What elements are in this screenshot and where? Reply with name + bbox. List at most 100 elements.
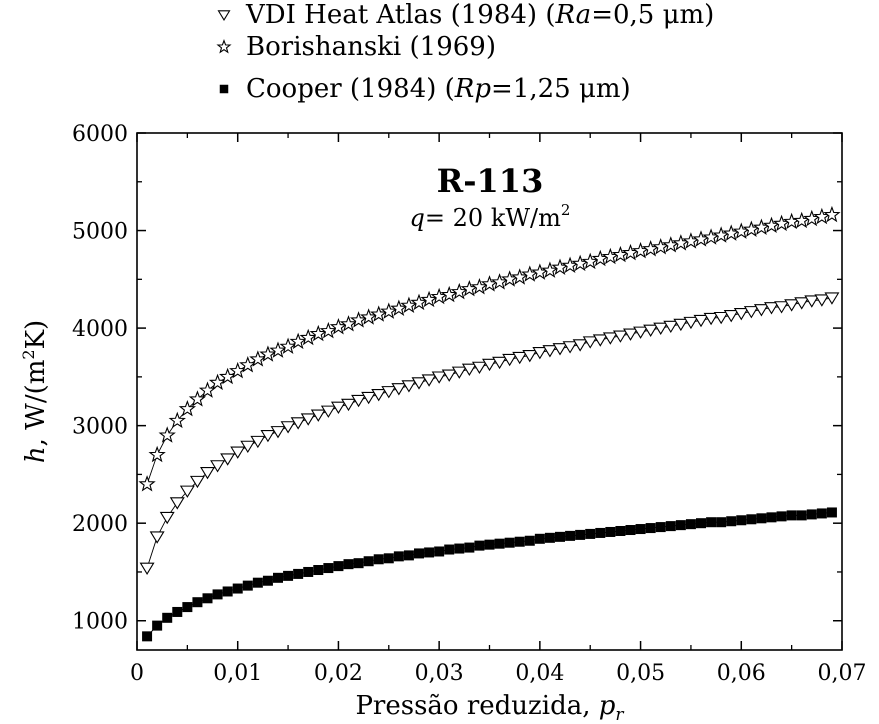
data-point xyxy=(762,216,781,234)
data-point xyxy=(605,526,616,537)
data-point xyxy=(645,523,656,534)
data-point xyxy=(502,353,518,367)
axes: 0 0,01 0,02 0,03 0,04 0,05 0,06 0,07 1000 2000 300… xyxy=(72,122,866,686)
data-point xyxy=(414,548,424,559)
legend-text: Cooper (1984) ( xyxy=(246,74,455,104)
legend-text: Borishanski (1969) xyxy=(246,32,496,62)
data-point xyxy=(561,256,579,274)
data-point xyxy=(514,536,525,547)
series-1 xyxy=(139,292,840,575)
data-point xyxy=(581,252,599,270)
data-point xyxy=(816,508,827,519)
data-point xyxy=(621,243,640,261)
data-point xyxy=(826,507,837,518)
data-point xyxy=(260,429,276,443)
data-point xyxy=(565,530,576,541)
plot-area xyxy=(138,205,841,642)
data-point xyxy=(633,326,649,339)
data-point xyxy=(823,205,841,223)
data-point xyxy=(824,292,840,305)
legend-marker xyxy=(216,39,232,54)
data-point xyxy=(279,337,297,354)
data-point xyxy=(665,521,676,532)
data-point xyxy=(411,377,427,390)
data-point xyxy=(652,238,670,255)
data-point xyxy=(391,383,407,396)
data-point xyxy=(250,435,266,449)
series-line xyxy=(146,297,833,569)
y-axis-label-end: K) xyxy=(21,320,51,350)
data-point xyxy=(776,511,787,522)
data-point xyxy=(756,513,767,524)
data-point xyxy=(142,631,153,642)
data-point xyxy=(450,282,468,300)
data-point xyxy=(494,538,505,549)
data-point xyxy=(683,316,699,330)
data-point xyxy=(492,356,508,370)
data-point xyxy=(702,228,720,245)
data-point xyxy=(283,570,294,581)
data-point xyxy=(611,245,630,263)
data-point xyxy=(685,519,696,530)
data-point xyxy=(585,528,596,539)
y-tick-label: 3000 xyxy=(72,415,128,440)
subtitle-text: = 20 kW/m xyxy=(425,204,561,232)
data-point xyxy=(612,330,628,343)
legend-label: Borishanski (1969) xyxy=(246,32,496,62)
data-point xyxy=(441,369,457,382)
data-point xyxy=(242,580,253,591)
data-point xyxy=(148,445,166,463)
y-tick-label: 5000 xyxy=(72,220,128,245)
data-point xyxy=(420,290,438,308)
data-point xyxy=(542,345,558,358)
data-point xyxy=(512,351,528,365)
data-point xyxy=(380,302,398,319)
data-point xyxy=(786,510,797,521)
data-point xyxy=(470,278,489,295)
data-point xyxy=(303,566,314,577)
data-point xyxy=(149,531,165,544)
data-point xyxy=(490,273,509,290)
data-point xyxy=(179,485,195,498)
series-2 xyxy=(138,205,841,492)
data-point xyxy=(521,265,539,282)
data-point xyxy=(230,446,246,459)
data-point xyxy=(329,318,348,335)
x-axis-label-var: p xyxy=(599,691,616,721)
data-point xyxy=(692,230,710,247)
data-point xyxy=(210,460,226,473)
data-point xyxy=(474,540,485,551)
data-point xyxy=(178,399,197,417)
data-point xyxy=(732,222,750,239)
y-axis-label-sup: 2 xyxy=(19,349,38,359)
legend-marker xyxy=(217,10,231,22)
data-point xyxy=(716,517,727,528)
data-point xyxy=(591,249,609,267)
data-point xyxy=(232,583,243,594)
data-point xyxy=(806,509,817,520)
subtitle-sup: 2 xyxy=(561,201,571,219)
x-tick-label: 0,07 xyxy=(818,661,867,686)
x-tick-label: 0,01 xyxy=(213,661,262,686)
data-point xyxy=(511,268,529,285)
data-point xyxy=(772,214,791,232)
data-point xyxy=(753,304,769,317)
data-point xyxy=(421,374,437,387)
data-point xyxy=(182,602,193,613)
data-point xyxy=(410,293,428,311)
data-point xyxy=(541,261,559,278)
data-point xyxy=(343,559,354,570)
x-axis-label-text: Pressão reduzida, xyxy=(355,691,598,721)
x-tick-label: 0 xyxy=(130,661,144,686)
data-point xyxy=(189,475,205,489)
data-point xyxy=(774,301,790,314)
data-point xyxy=(572,339,588,352)
data-point xyxy=(290,417,306,430)
data-point xyxy=(152,620,163,631)
data-point xyxy=(736,515,747,526)
data-point xyxy=(631,241,650,259)
data-point xyxy=(320,405,336,418)
data-point xyxy=(803,209,821,227)
subtitle-var: q xyxy=(410,204,425,232)
